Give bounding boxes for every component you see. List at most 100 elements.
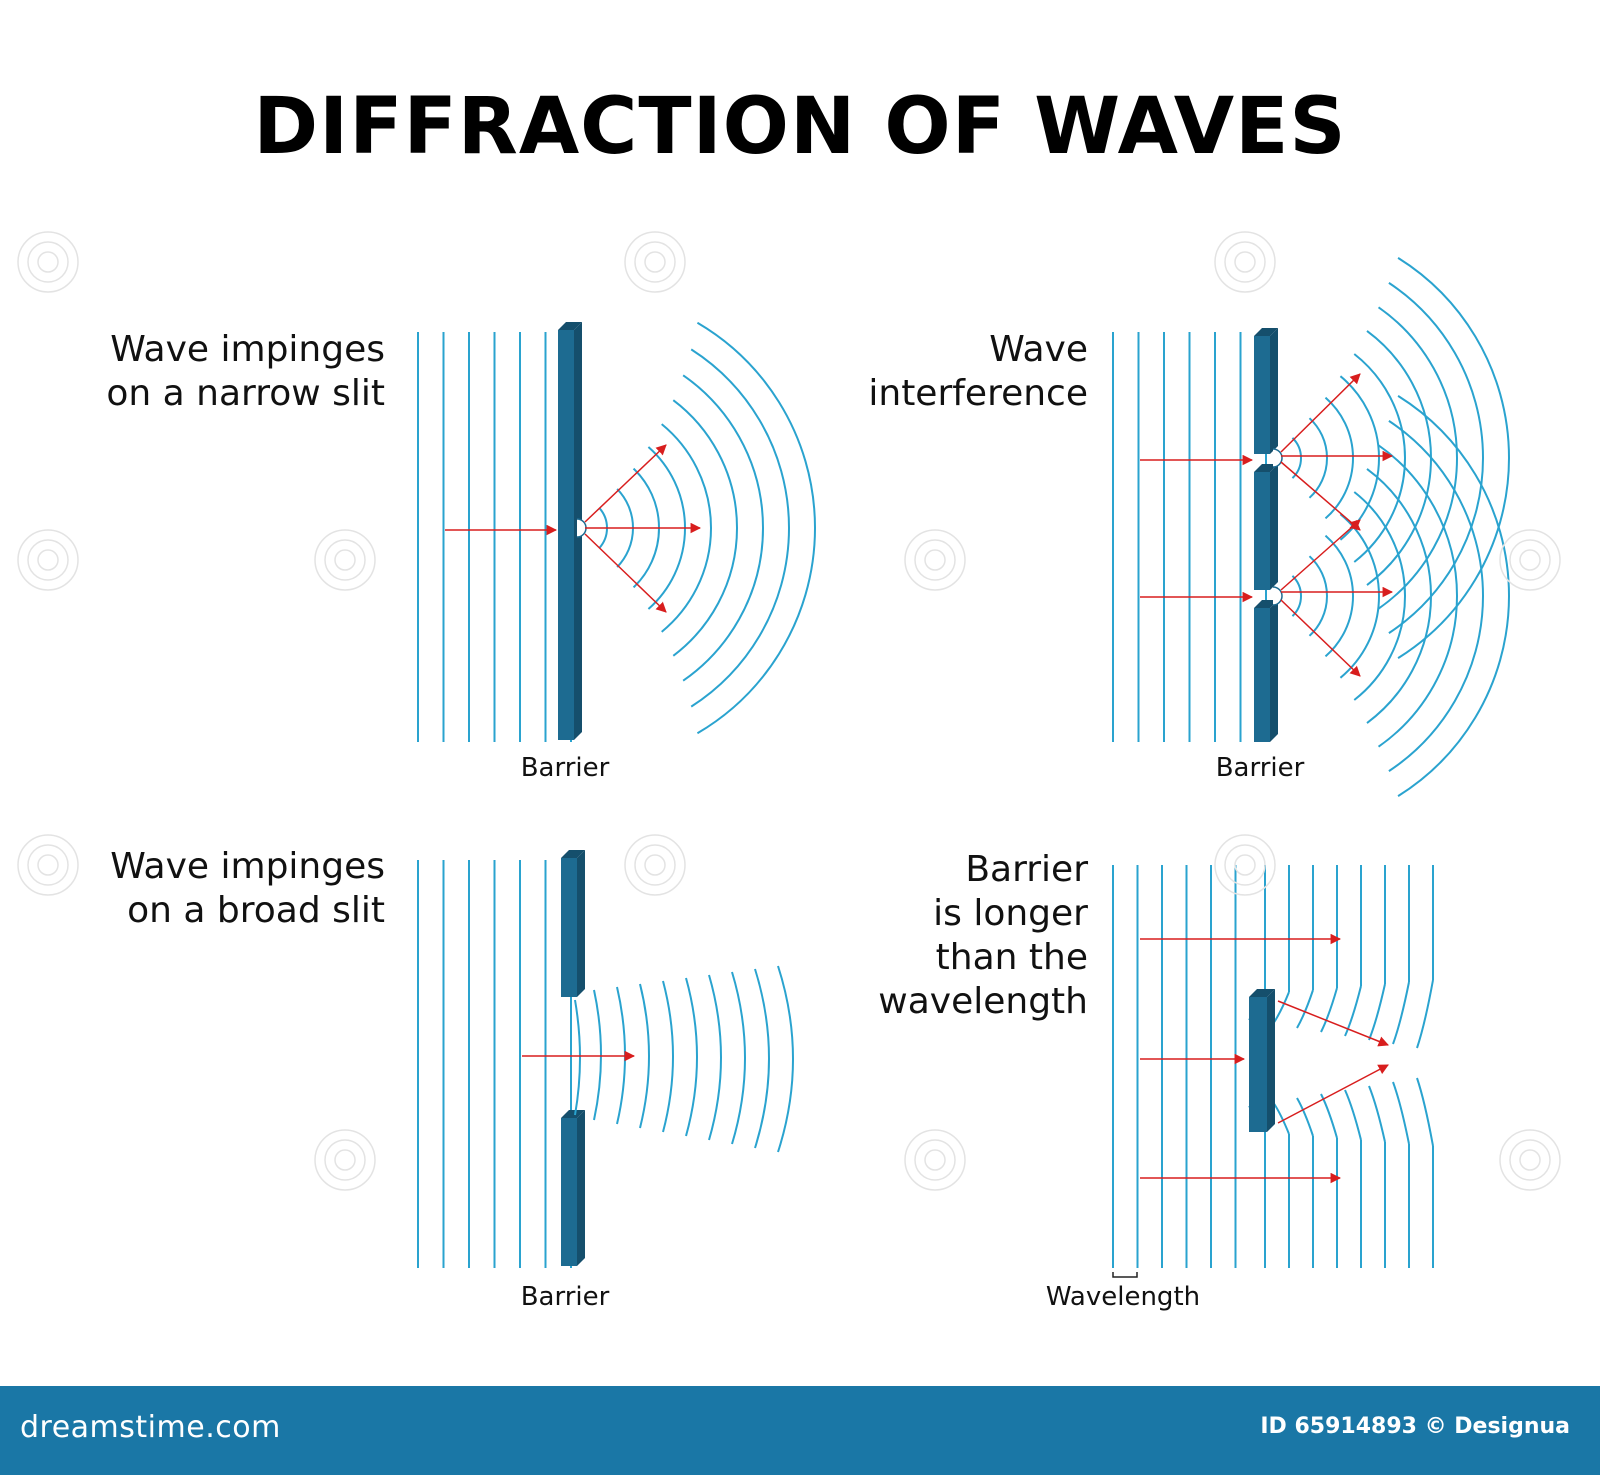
wavefront-arc bbox=[1344, 985, 1362, 1037]
watermark-icon bbox=[1224, 241, 1266, 283]
watermark-icon bbox=[27, 539, 69, 581]
wavefront-arc bbox=[754, 968, 770, 1149]
barrier-top bbox=[1254, 600, 1278, 608]
wavefront-arc bbox=[1416, 1077, 1434, 1147]
barrier-top bbox=[1254, 464, 1278, 472]
direction-arrow bbox=[1280, 599, 1361, 677]
watermark-icon bbox=[1519, 549, 1541, 571]
watermark-icon bbox=[17, 529, 79, 591]
direction-arrow bbox=[1277, 1000, 1389, 1047]
wavefront-arc bbox=[1308, 417, 1328, 499]
watermark-icon bbox=[27, 844, 69, 886]
watermark-icon bbox=[924, 1149, 946, 1171]
broad-slit-diagram bbox=[417, 850, 794, 1268]
wavefront-arc bbox=[1397, 395, 1510, 797]
watermark-icon bbox=[624, 231, 686, 293]
wavefront-arc bbox=[1320, 987, 1338, 1033]
panel-interference-label: Wave interference bbox=[868, 328, 1088, 416]
wavelength-caption: Wavelength bbox=[1045, 1282, 1201, 1312]
barrier-block bbox=[1254, 336, 1270, 454]
watermark-icon bbox=[334, 549, 356, 571]
wavefront-arc bbox=[1366, 468, 1432, 724]
barrier-side bbox=[1270, 464, 1278, 590]
wavefront-arc bbox=[593, 989, 602, 1121]
wavefront-arc bbox=[1291, 575, 1302, 617]
slit-opening bbox=[1272, 448, 1283, 468]
label-line: than the bbox=[935, 937, 1088, 978]
wavefront-arc bbox=[661, 423, 712, 633]
wavefront-arc bbox=[1416, 979, 1434, 1049]
interference-diagram bbox=[1112, 257, 1510, 797]
watermark-icon bbox=[644, 854, 666, 876]
barrier-block bbox=[558, 330, 574, 740]
label-line: is longer bbox=[933, 893, 1088, 934]
barrier-top bbox=[558, 322, 582, 330]
barrier-side bbox=[577, 850, 585, 997]
direction-arrow bbox=[1277, 1064, 1389, 1124]
wavefront-arc bbox=[1366, 330, 1432, 586]
label-line: Wave impinges bbox=[110, 329, 385, 370]
panel-broad-slit-label: Wave impinges on a broad slit bbox=[110, 845, 385, 933]
watermark-icon bbox=[904, 1129, 966, 1191]
wavefront-arc bbox=[696, 321, 816, 735]
watermark-icon bbox=[1234, 251, 1256, 273]
wavefront-arc bbox=[685, 977, 698, 1137]
label-line: on a broad slit bbox=[127, 890, 385, 931]
watermark-icon bbox=[17, 231, 79, 293]
watermark-icon bbox=[624, 834, 686, 896]
label-line: on a narrow slit bbox=[106, 373, 385, 414]
direction-arrow bbox=[1280, 461, 1361, 531]
label-line: wavelength bbox=[878, 981, 1088, 1022]
long-barrier-diagram bbox=[1112, 865, 1434, 1278]
watermark-icon bbox=[914, 1139, 956, 1181]
watermark-icon bbox=[1214, 231, 1276, 293]
watermark-icon bbox=[1214, 834, 1276, 896]
barrier-block bbox=[561, 858, 577, 997]
wavefront-arc bbox=[1392, 1081, 1410, 1145]
diagrams-canvas bbox=[17, 231, 1561, 1278]
watermark-icon bbox=[334, 1149, 356, 1171]
watermark-icon bbox=[634, 241, 676, 283]
direction-arrow bbox=[1280, 519, 1361, 591]
watermark-icon bbox=[17, 834, 79, 896]
label-line: interference bbox=[868, 373, 1088, 414]
barrier-caption-interference: Barrier bbox=[1215, 753, 1305, 783]
watermark-icon bbox=[314, 529, 376, 591]
wavefront-arc bbox=[1339, 513, 1380, 679]
barrier-top bbox=[561, 1110, 585, 1118]
wavefront-arc bbox=[1353, 353, 1407, 563]
wavefront-arc bbox=[662, 980, 674, 1133]
barrier-block bbox=[1249, 997, 1267, 1132]
barrier-top bbox=[561, 850, 585, 858]
slit-opening bbox=[1272, 586, 1283, 606]
wavefront-arc bbox=[1339, 375, 1380, 541]
watermark-icon bbox=[1224, 844, 1266, 886]
barrier-block bbox=[1254, 472, 1270, 590]
footer-brand: dreamstime.com bbox=[20, 1410, 281, 1445]
panel-long-barrier-label: Barrier is longer than the wavelength bbox=[878, 848, 1088, 1024]
watermark-icon bbox=[644, 251, 666, 273]
direction-arrow bbox=[584, 533, 667, 613]
barrier-top bbox=[1249, 989, 1275, 997]
wavelength-bracket bbox=[1112, 1272, 1138, 1278]
label-line: Wave impinges bbox=[110, 846, 385, 887]
watermark-icon bbox=[1509, 1139, 1551, 1181]
wavefront-arc bbox=[1368, 983, 1386, 1041]
label-line: Wave bbox=[989, 329, 1088, 370]
watermark-icon bbox=[1519, 1149, 1541, 1171]
watermark-icon bbox=[324, 539, 366, 581]
watermark-icon bbox=[634, 844, 676, 886]
barrier-caption-narrow: Barrier bbox=[520, 753, 610, 783]
wavefront-arc bbox=[690, 348, 790, 708]
wavefront-arc bbox=[1296, 1097, 1314, 1137]
footer-credit: ID 65914893 © Designua bbox=[1260, 1414, 1570, 1439]
wavefront-arc bbox=[1368, 1085, 1386, 1143]
watermark-icon bbox=[27, 241, 69, 283]
wavefront-arc bbox=[1308, 555, 1328, 637]
watermark-icon bbox=[37, 549, 59, 571]
barrier-side bbox=[577, 1110, 585, 1266]
barrier-side bbox=[1270, 600, 1278, 742]
wavefront-arc bbox=[1272, 991, 1290, 1025]
wavefront-arc bbox=[1388, 420, 1484, 772]
wavefront-arc bbox=[1353, 491, 1407, 701]
